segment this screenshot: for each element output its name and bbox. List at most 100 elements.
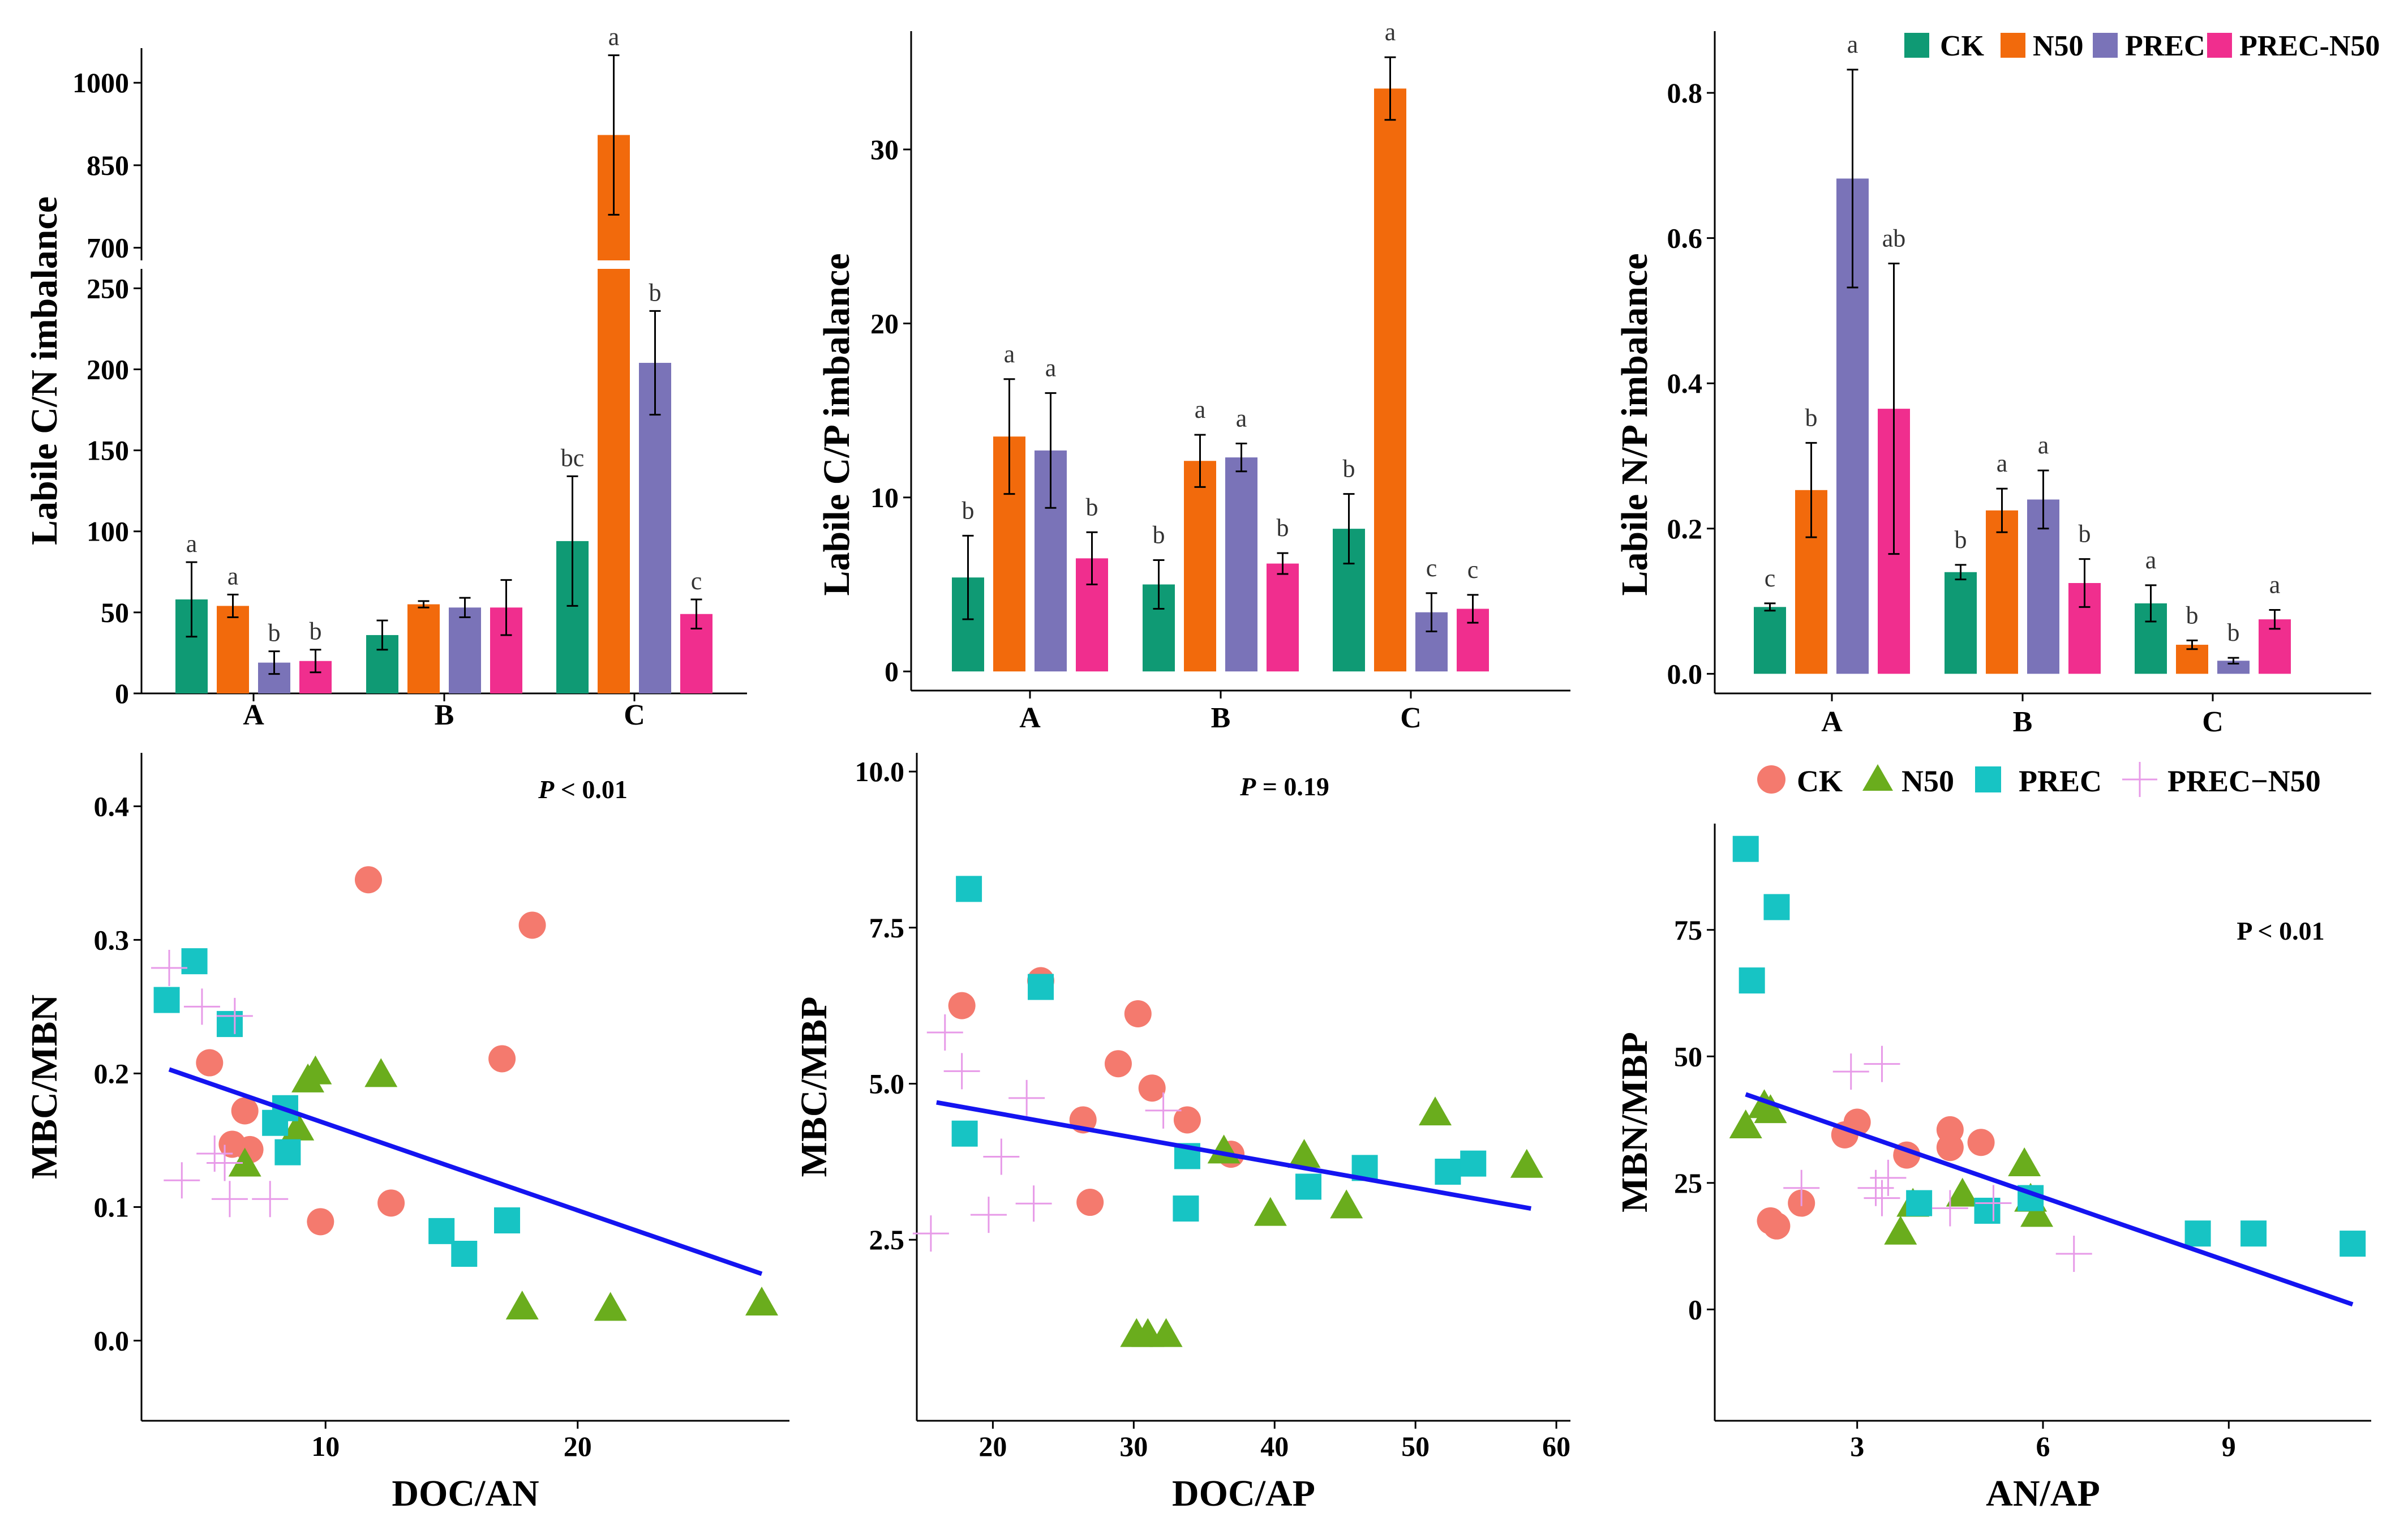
point-prec-n50 bbox=[216, 997, 253, 1034]
significance-letter: a bbox=[2038, 431, 2049, 459]
point-n50 bbox=[1754, 1094, 1787, 1124]
y-axis-title: Labile C/P imbalance bbox=[816, 253, 857, 595]
point-prec bbox=[153, 987, 180, 1013]
legend-marker-ck bbox=[1757, 765, 1785, 794]
significance-letter: a bbox=[608, 23, 620, 51]
x-tick-label: 3 bbox=[1850, 1430, 1864, 1462]
bar bbox=[598, 269, 630, 693]
point-prec bbox=[1295, 1173, 1322, 1200]
legend-label-prec-n50: PREC-N50 bbox=[2239, 30, 2380, 62]
point-prec-n50 bbox=[1864, 1180, 1900, 1216]
point-n50 bbox=[594, 1292, 627, 1321]
point-n50 bbox=[1419, 1096, 1452, 1126]
significance-letter: a bbox=[228, 562, 239, 590]
bar bbox=[1374, 88, 1406, 672]
point-prec-n50 bbox=[970, 1197, 1007, 1233]
y-tick-label: 0.2 bbox=[94, 1057, 130, 1089]
point-n50 bbox=[228, 1147, 261, 1177]
y-tick-label: 7.5 bbox=[869, 912, 905, 944]
significance-letter: b bbox=[1955, 526, 1967, 554]
significance-letter: b bbox=[1153, 521, 1165, 548]
point-ck bbox=[196, 1049, 224, 1077]
y-tick-label: 25 bbox=[1674, 1167, 1702, 1199]
point-prec-n50 bbox=[1931, 1190, 1968, 1227]
point-prec-n50 bbox=[151, 949, 188, 986]
x-category-label: C bbox=[624, 699, 645, 731]
x-tick-label: 40 bbox=[1260, 1430, 1289, 1462]
y-tick-label: 2.5 bbox=[869, 1224, 905, 1255]
y-axis-title: MBN/MBP bbox=[1614, 1032, 1655, 1212]
point-n50 bbox=[299, 1055, 332, 1085]
panel-mbn-mbp-vs-an-ap: 0 25 50 75 3 6 9 AN/AP MBN/MBP P < 0.01 bbox=[1614, 824, 2371, 1514]
significance-letter: c bbox=[1426, 554, 1437, 582]
point-prec-n50 bbox=[1783, 1169, 1820, 1206]
point-prec bbox=[956, 876, 982, 902]
point-prec bbox=[2240, 1220, 2267, 1247]
point-prec-n50 bbox=[1870, 1159, 1907, 1196]
y-tick-label: 0.6 bbox=[1667, 222, 1703, 254]
point-n50 bbox=[364, 1058, 398, 1087]
point-n50 bbox=[1330, 1189, 1363, 1219]
x-axis-title: AN/AP bbox=[1986, 1473, 2100, 1514]
x-tick-label: 60 bbox=[1542, 1430, 1570, 1462]
bar bbox=[2217, 661, 2250, 674]
significance-letter: b bbox=[2186, 601, 2199, 629]
point-prec bbox=[1974, 1197, 2001, 1224]
legend-swatch-prec-n50 bbox=[2207, 33, 2232, 58]
y-tick-label: 1000 bbox=[72, 67, 129, 98]
point-prec bbox=[2184, 1220, 2211, 1247]
legend-bottom: CK N50 PREC PREC−N50 bbox=[1757, 762, 2321, 798]
x-tick-label: 30 bbox=[1119, 1430, 1148, 1462]
y-tick-label: 850 bbox=[87, 149, 129, 181]
point-ck bbox=[1124, 1000, 1152, 1027]
y-tick-label: 10 bbox=[870, 482, 899, 513]
point-ck bbox=[1967, 1129, 1995, 1156]
legend-label-n50: N50 bbox=[2033, 30, 2084, 62]
y-axis-title: MBC/MBP bbox=[793, 997, 835, 1177]
panel-labile-cp-imbalance: 0 10 20 30 Ab a a b Bb a a b Cb a c c Labile C/P imbalan… bbox=[816, 18, 1570, 734]
point-ck bbox=[518, 911, 546, 939]
significance-letter: a bbox=[1004, 340, 1015, 368]
point-n50 bbox=[1510, 1149, 1543, 1178]
point-prec-n50 bbox=[926, 1014, 963, 1051]
point-prec-n50 bbox=[1832, 1053, 1869, 1090]
regression-line bbox=[1745, 1092, 2354, 1307]
point-prec-n50 bbox=[196, 1135, 233, 1172]
y-tick-label: 0.1 bbox=[94, 1191, 130, 1223]
y-tick-label: 0.4 bbox=[94, 790, 130, 822]
y-tick-label: 50 bbox=[1674, 1040, 1702, 1072]
significance-letter: a bbox=[2145, 546, 2157, 574]
point-n50 bbox=[2020, 1198, 2054, 1227]
bar bbox=[1184, 461, 1216, 672]
bar bbox=[1267, 563, 1299, 672]
point-ck bbox=[1173, 1106, 1201, 1134]
bar bbox=[449, 607, 481, 693]
y-tick-label: 5.0 bbox=[869, 1068, 905, 1099]
y-tick-label: 0.3 bbox=[94, 924, 130, 955]
y-tick-label: 250 bbox=[87, 272, 129, 304]
significance-letter: b bbox=[310, 618, 322, 645]
significance-letter: b bbox=[1343, 455, 1355, 483]
legend-swatch-prec bbox=[2093, 33, 2118, 58]
point-prec bbox=[1732, 835, 1759, 862]
point-prec-n50 bbox=[1975, 1185, 2012, 1222]
y-tick-label: 150 bbox=[87, 435, 129, 466]
point-prec-n50 bbox=[164, 1162, 200, 1199]
point-ck bbox=[1138, 1074, 1166, 1102]
x-tick-label: 10 bbox=[311, 1430, 340, 1462]
y-tick-label: 0.2 bbox=[1667, 513, 1703, 545]
point-prec bbox=[274, 1139, 301, 1165]
y-tick-label: 0.0 bbox=[94, 1325, 130, 1356]
bar bbox=[639, 363, 671, 693]
point-prec bbox=[428, 1218, 455, 1244]
bar bbox=[1945, 572, 1977, 674]
legend-swatch-n50 bbox=[2001, 33, 2025, 58]
significance-letter: a bbox=[1847, 31, 1858, 58]
y-axis-title: MBC/MBN bbox=[24, 995, 65, 1179]
point-prec bbox=[951, 1120, 978, 1147]
point-ck bbox=[1104, 1050, 1132, 1078]
y-axis-title: Labile C/N imbalance bbox=[24, 196, 65, 545]
point-prec bbox=[181, 948, 208, 975]
significance-letter: c bbox=[1467, 556, 1479, 584]
point-n50 bbox=[1149, 1318, 1183, 1347]
